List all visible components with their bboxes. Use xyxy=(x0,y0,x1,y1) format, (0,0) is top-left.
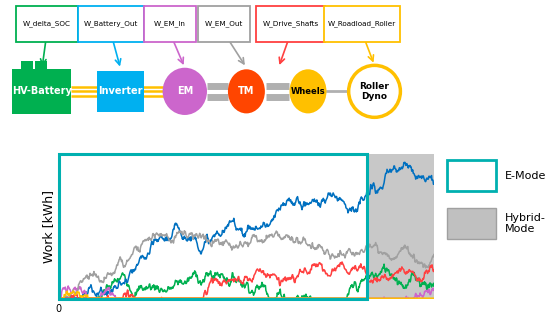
Text: Hybrid-
Mode: Hybrid- Mode xyxy=(505,213,546,234)
Ellipse shape xyxy=(162,68,207,115)
Text: Wheels: Wheels xyxy=(291,87,325,96)
Text: W_Roadload_Roller: W_Roadload_Roller xyxy=(328,20,396,27)
Ellipse shape xyxy=(349,66,400,117)
Y-axis label: Work [kWh]: Work [kWh] xyxy=(41,190,55,263)
FancyBboxPatch shape xyxy=(12,68,72,114)
Text: E-Mode: E-Mode xyxy=(505,171,547,180)
Text: W_Battery_Out: W_Battery_Out xyxy=(83,20,138,27)
Text: TM: TM xyxy=(238,86,255,96)
Text: W_delta_SOC: W_delta_SOC xyxy=(23,20,71,27)
Text: EM: EM xyxy=(176,86,193,96)
FancyBboxPatch shape xyxy=(97,71,144,112)
Text: Inverter: Inverter xyxy=(99,86,143,96)
Ellipse shape xyxy=(290,69,326,113)
FancyBboxPatch shape xyxy=(21,61,33,69)
FancyBboxPatch shape xyxy=(447,160,496,191)
FancyBboxPatch shape xyxy=(256,6,325,42)
FancyBboxPatch shape xyxy=(447,208,496,239)
Ellipse shape xyxy=(228,69,265,113)
FancyBboxPatch shape xyxy=(324,6,400,42)
FancyBboxPatch shape xyxy=(16,6,78,42)
Text: Roller
Dyno: Roller Dyno xyxy=(360,82,389,101)
Text: W_EM_In: W_EM_In xyxy=(154,20,186,27)
Bar xyxy=(367,154,434,299)
FancyBboxPatch shape xyxy=(78,6,144,42)
FancyBboxPatch shape xyxy=(35,61,47,69)
Text: W_EM_Out: W_EM_Out xyxy=(205,20,244,27)
Text: W_Drive_Shafts: W_Drive_Shafts xyxy=(263,20,319,27)
FancyBboxPatch shape xyxy=(144,6,196,42)
FancyBboxPatch shape xyxy=(198,6,250,42)
Text: HV-Battery: HV-Battery xyxy=(12,86,72,96)
